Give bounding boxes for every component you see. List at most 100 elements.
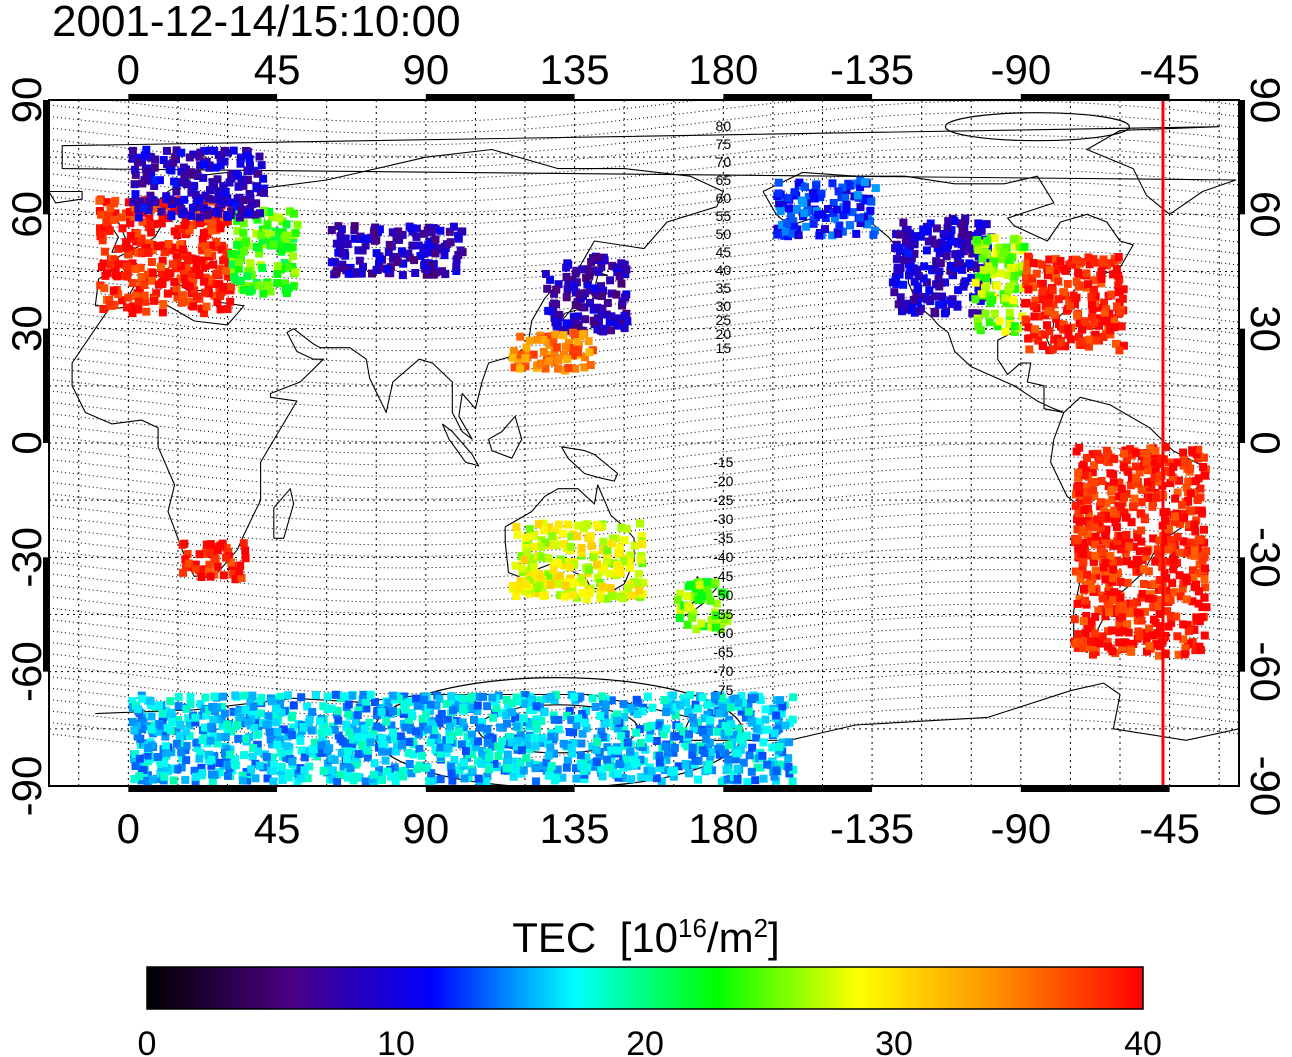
tec-point xyxy=(1160,467,1169,475)
tec-point xyxy=(1115,478,1124,487)
tec-point xyxy=(354,246,363,255)
tec-point xyxy=(1124,467,1133,476)
tec-point xyxy=(1097,498,1105,507)
tec-point xyxy=(341,739,350,748)
tec-point xyxy=(1032,269,1041,278)
tec-point xyxy=(976,309,985,318)
tec-point xyxy=(1172,612,1181,621)
tec-point xyxy=(456,246,465,255)
tec-point xyxy=(572,764,580,773)
tec-point xyxy=(1100,299,1109,307)
tec-point xyxy=(974,245,983,254)
tec-point xyxy=(565,563,574,572)
tec-point xyxy=(308,708,317,716)
tec-point xyxy=(469,737,478,745)
tec-point xyxy=(384,248,393,257)
tec-point xyxy=(170,277,179,286)
tec-point xyxy=(248,691,257,700)
tec-point xyxy=(105,296,114,304)
tec-point xyxy=(200,309,209,318)
tec-point xyxy=(241,546,250,555)
tec-point xyxy=(990,234,999,243)
tec-point xyxy=(552,774,560,783)
tec-point xyxy=(414,241,423,250)
tec-point xyxy=(512,742,521,751)
tec-point xyxy=(429,730,438,739)
tec-point xyxy=(785,738,794,747)
tec-point xyxy=(151,176,160,185)
tec-point xyxy=(140,196,149,205)
tec-point xyxy=(891,244,900,253)
tec-point xyxy=(118,296,127,305)
tec-point xyxy=(597,727,606,736)
tec-point xyxy=(1173,488,1182,497)
tec-point xyxy=(207,275,216,284)
tec-point xyxy=(761,705,770,714)
tec-point xyxy=(1161,443,1170,451)
coastline xyxy=(441,423,480,467)
tec-point xyxy=(211,163,220,172)
tec-point xyxy=(632,728,641,737)
tec-point xyxy=(1190,520,1199,529)
tec-point xyxy=(205,750,214,759)
tec-point xyxy=(383,735,392,744)
tec-point xyxy=(330,725,339,734)
tec-point xyxy=(208,770,216,779)
tec-point xyxy=(160,772,169,781)
tec-point xyxy=(114,260,123,269)
tec-point xyxy=(186,692,195,701)
tec-point xyxy=(150,182,159,190)
tec-point xyxy=(153,727,162,736)
tec-point xyxy=(810,194,819,203)
tec-point xyxy=(977,290,986,299)
tec-point xyxy=(1171,494,1180,503)
tec-point xyxy=(240,691,249,700)
tec-point xyxy=(353,758,362,767)
contour-label: 35 xyxy=(716,280,732,296)
tec-point xyxy=(614,548,623,557)
tec-point xyxy=(1180,513,1188,522)
tec-point xyxy=(605,763,614,772)
x-tick-label-bottom: 45 xyxy=(254,805,301,852)
tec-point xyxy=(655,758,664,767)
tec-point xyxy=(1090,276,1098,285)
tec-point xyxy=(412,727,420,736)
tec-point xyxy=(415,744,424,753)
tec-point xyxy=(1050,310,1059,319)
tec-point xyxy=(1125,542,1134,551)
tec-point xyxy=(377,723,386,732)
tec-point xyxy=(1154,549,1163,558)
tec-point xyxy=(1135,547,1144,556)
tec-point xyxy=(263,774,272,783)
tec-point xyxy=(224,548,233,556)
tec-point xyxy=(223,212,232,221)
tec-point xyxy=(348,744,357,752)
tec-point xyxy=(196,749,205,757)
tec-point xyxy=(139,718,148,727)
tec-point xyxy=(98,236,107,245)
tec-point xyxy=(607,592,616,601)
tec-point xyxy=(235,213,244,222)
tec-point xyxy=(958,226,967,235)
tec-point xyxy=(603,546,612,555)
tec-point xyxy=(581,718,590,727)
tec-point xyxy=(529,542,538,551)
tec-point xyxy=(147,258,156,266)
tec-point xyxy=(561,342,570,351)
tec-point xyxy=(1084,253,1093,262)
y-tick-label-left: 0 xyxy=(3,431,50,454)
tec-point xyxy=(100,247,109,256)
tec-point xyxy=(910,308,919,317)
tec-point xyxy=(191,564,200,573)
tec-point xyxy=(1144,466,1153,475)
tec-point xyxy=(508,708,516,717)
tec-point xyxy=(1139,580,1148,588)
tec-point xyxy=(1162,530,1171,539)
tec-point xyxy=(619,725,628,734)
tec-point xyxy=(157,262,165,271)
tec-point xyxy=(700,714,709,723)
tec-point xyxy=(498,737,507,746)
tec-point xyxy=(404,749,413,757)
tec-point xyxy=(568,749,577,758)
tec-point xyxy=(290,209,298,218)
